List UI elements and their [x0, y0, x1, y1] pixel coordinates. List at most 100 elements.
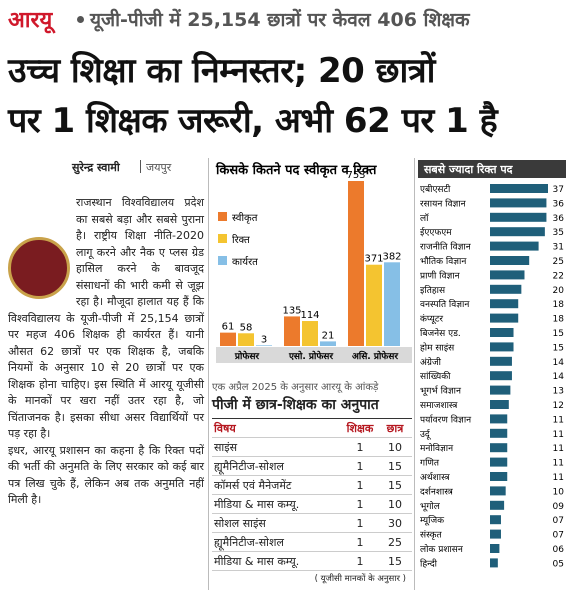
category-label: समाजशास्त्र [420, 401, 458, 411]
category-label: लॉ [420, 213, 429, 224]
bar [490, 515, 501, 525]
bar [490, 414, 508, 424]
bar [490, 385, 511, 395]
category-label: लोक प्रशासन [420, 543, 464, 555]
table-footnote: ( यूजीसी मानकों के अनुसार ) [212, 570, 412, 584]
table-row: मीडिया & मास कम्यू. 1 15 [212, 551, 412, 570]
bar [384, 262, 400, 346]
bar [490, 457, 508, 467]
bar [256, 345, 272, 346]
table-cell: कॉमर्स एवं मैनेजमेंट [214, 478, 292, 492]
data-label: 371 [364, 254, 383, 265]
table-row: ह्यूमैनिटीज-सोशल 1 15 [212, 456, 412, 475]
divider [414, 158, 415, 590]
bar [238, 333, 254, 346]
table-cell: 15 [388, 478, 402, 492]
legend-swatch [218, 256, 227, 265]
bar [490, 400, 509, 409]
bar [490, 299, 519, 309]
data-label: 14 [553, 372, 565, 382]
table-cell: 10 [388, 497, 402, 511]
data-label: 10 [553, 487, 565, 497]
data-label: 05 [553, 559, 564, 569]
category-label: वनस्पति विज्ञान [420, 298, 470, 310]
bar [490, 227, 545, 237]
category-label: दर्शनशास्त्र [420, 485, 454, 497]
table-cell: 1 [356, 478, 364, 492]
data-label: 07 [553, 531, 564, 541]
bar [490, 313, 519, 323]
data-label: 14 [553, 358, 565, 368]
x-tick-label: एसो. प्रोफेसर [288, 350, 333, 362]
data-label: 20 [553, 286, 565, 296]
paragraph: इधर, आरयू प्रशासन का कहना है कि रिक्त पद… [8, 443, 204, 507]
bar [490, 198, 547, 208]
category-label: प्राणी विज्ञान [420, 269, 461, 281]
category-label: भूगर्भ विज्ञान [420, 385, 462, 397]
table-cell: 1 [356, 440, 364, 454]
bar [490, 371, 512, 381]
category-label: संस्कृत [420, 530, 442, 541]
separator [140, 160, 141, 173]
data-label: 114 [300, 310, 319, 321]
bar [490, 241, 539, 251]
bar [490, 500, 505, 510]
bar [490, 328, 514, 337]
table-cell: मीडिया & मास कम्यू. [214, 554, 300, 568]
data-label: 35 [553, 228, 564, 238]
category-label: अंग्रेजी [420, 356, 442, 368]
table-row: मीडिया & मास कम्यू. 1 10 [212, 494, 412, 513]
bar [490, 558, 498, 568]
data-label: 15 [553, 343, 564, 353]
bar [490, 342, 514, 352]
bar [302, 321, 318, 346]
bar [490, 184, 548, 193]
data-label: 06 [553, 545, 565, 555]
data-label: 22 [553, 271, 564, 281]
table-row: साइंस 1 10 [212, 437, 412, 456]
table: एक अप्रैल 2025 के अनुसार आरयू के आंकड़े प… [212, 375, 412, 584]
category-label: उर्दू [420, 428, 432, 440]
hbar-chart: सबसे ज्यादा रिक्त पद एबीएसटी 37 रसायन विज्ञ… [418, 160, 566, 569]
table-cell: सोशल साइंस [214, 516, 266, 530]
table-cell: साइंस [214, 440, 238, 454]
title-band [418, 160, 566, 178]
article: राजस्थान विश्वविद्यालय प्रदेश का सबसे बड… [8, 195, 204, 509]
data-label: 12 [553, 401, 564, 411]
category-label: भूगोल [420, 500, 441, 512]
data-label: 36 [553, 199, 565, 209]
bar [490, 270, 525, 280]
bar [366, 264, 382, 346]
column-header: शिक्षक [346, 421, 374, 435]
category-label: ईएएफएम [420, 226, 452, 238]
table-row: सोशल साइंस 1 30 [212, 513, 412, 532]
column-header: विषय [214, 421, 236, 435]
table-cell: 10 [388, 440, 402, 454]
bar [490, 443, 508, 453]
data-label: 37 [553, 185, 564, 195]
legend-swatch [218, 212, 227, 221]
data-label: 18 [553, 300, 565, 310]
paragraph: राजस्थान विश्वविद्यालय प्रदेश का सबसे बड… [8, 195, 204, 443]
data-label: 61 [222, 322, 235, 333]
data-label: 135 [282, 305, 301, 316]
data-label: 11 [553, 459, 564, 469]
data-label: 11 [553, 415, 564, 425]
separator-dot [77, 16, 84, 23]
category-label: मनोविज्ञान [420, 442, 454, 454]
category-label: राजनीति विज्ञान [420, 241, 472, 253]
category-label: बिजनेस एड. [420, 327, 461, 339]
table-cell: 1 [356, 535, 364, 549]
logo [8, 237, 70, 299]
table-row: कॉमर्स एवं मैनेजमेंट 1 15 [212, 475, 412, 494]
table-cell: 1 [356, 516, 364, 530]
table-cell: 30 [388, 516, 402, 530]
bar [348, 181, 364, 346]
data-label: 31 [553, 243, 564, 253]
table-cell: 1 [356, 554, 364, 568]
legend-swatch [218, 234, 227, 243]
category-label: होम साइंस [420, 341, 455, 353]
byline: सुरेन्द्र स्वामी [72, 161, 120, 174]
category-label: पर्यावरण विज्ञान [420, 413, 472, 425]
